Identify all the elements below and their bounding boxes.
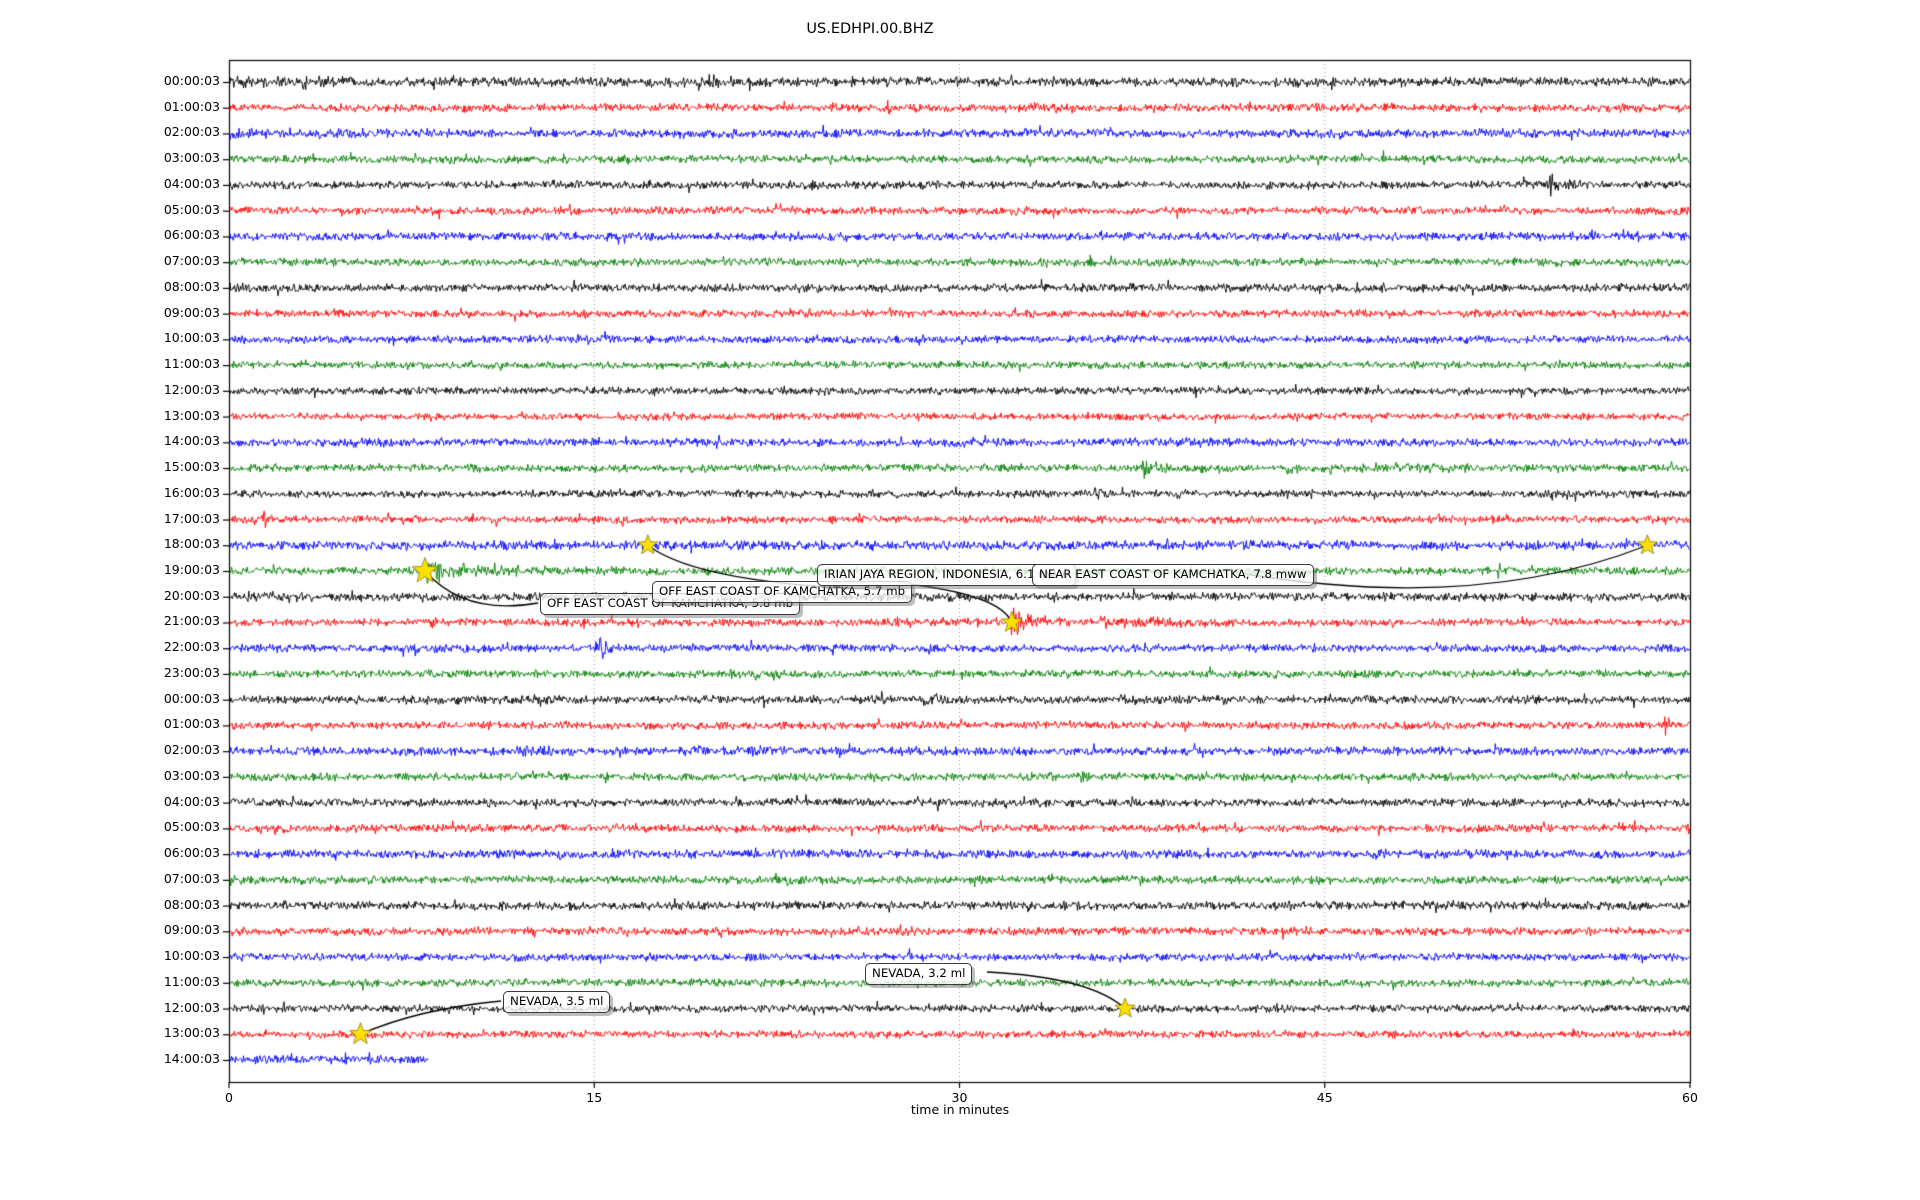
y-axis-tick-label: 19:00:03 [163,562,220,577]
y-axis-tick-label: 02:00:03 [163,124,220,140]
y-axis-tick-label: 06:00:03 [163,227,220,243]
y-axis-tick-label: 08:00:03 [163,896,220,912]
y-axis-tick-label: 05:00:03 [163,819,220,835]
y-axis-tick-label: 00:00:03 [163,73,220,88]
y-axis-tick-label: 17:00:03 [163,510,220,526]
y-axis-tick-label: 03:00:03 [163,767,220,783]
y-axis-tick-label: 23:00:03 [163,664,220,680]
y-axis-tick-label: 15:00:03 [163,459,220,475]
y-axis-tick-label: 01:00:03 [163,716,220,732]
y-axis-tick-label: 06:00:03 [163,845,220,861]
y-axis-tick-label: 13:00:03 [163,407,220,423]
y-axis-tick-label: 22:00:03 [163,639,220,655]
y-axis-tick-label: 05:00:03 [163,201,220,217]
y-axis-tick-label: 10:00:03 [163,330,220,346]
event-annotation-kamchatka-7-8: NEAR EAST COAST OF KAMCHATKA, 7.8 mww [1032,564,1314,586]
y-axis-tick-label: 21:00:03 [163,613,220,629]
y-axis-tick-label: 01:00:03 [163,98,220,114]
y-axis-tick-label: 12:00:03 [163,999,220,1015]
event-annotation-kamchatka-5-7: OFF EAST COAST OF KAMCHATKA, 5.7 mb [652,581,913,603]
y-axis-tick-label: 04:00:03 [163,175,220,191]
x-axis-tick-label: 30 [951,1090,968,1105]
y-axis-tick-label: 11:00:03 [163,973,220,989]
event-annotation-nevada-3-5: NEVADA, 3.5 ml [503,991,611,1013]
x-axis-label: time in minutes [910,1102,1010,1117]
event-annotation-nevada-3-2: NEVADA, 3.2 ml [865,963,973,985]
y-axis-tick-label: 09:00:03 [163,304,220,320]
x-axis-tick-label: 15 [586,1090,603,1105]
y-axis-tick-label: 09:00:03 [163,922,220,938]
y-axis-tick-label: 07:00:03 [163,253,220,269]
y-axis-tick-label: 14:00:03 [163,1051,220,1066]
y-axis-tick-label: 12:00:03 [163,381,220,397]
chart-title: US.EDHPI.00.BHZ [806,21,934,37]
y-axis-tick-label: 13:00:03 [163,1025,220,1041]
y-axis-tick-label: 10:00:03 [163,948,220,964]
y-axis-tick-label: 16:00:03 [163,484,220,500]
y-axis-tick-label: 18:00:03 [163,536,220,552]
y-axis-tick-label: 11:00:03 [163,356,220,372]
y-axis-tick-label: 03:00:03 [163,150,220,166]
x-axis-tick-label: 45 [1316,1090,1333,1105]
y-axis-tick-label: 00:00:03 [163,690,220,706]
y-axis-tick-label: 14:00:03 [163,433,220,449]
y-axis-tick-label: 04:00:03 [163,793,220,809]
y-axis-tick-label: 08:00:03 [163,278,220,294]
y-axis-tick-label: 20:00:03 [163,587,220,603]
y-axis-tick-label: 02:00:03 [163,742,220,758]
x-axis-tick-label: 60 [1682,1090,1698,1105]
y-axis-tick-label: 07:00:03 [163,870,220,886]
event-annotation-irian-jaya-6-1: IRIAN JAYA REGION, INDONESIA, 6.1 mww [817,564,1077,586]
x-axis-tick-label: 0 [225,1090,233,1105]
